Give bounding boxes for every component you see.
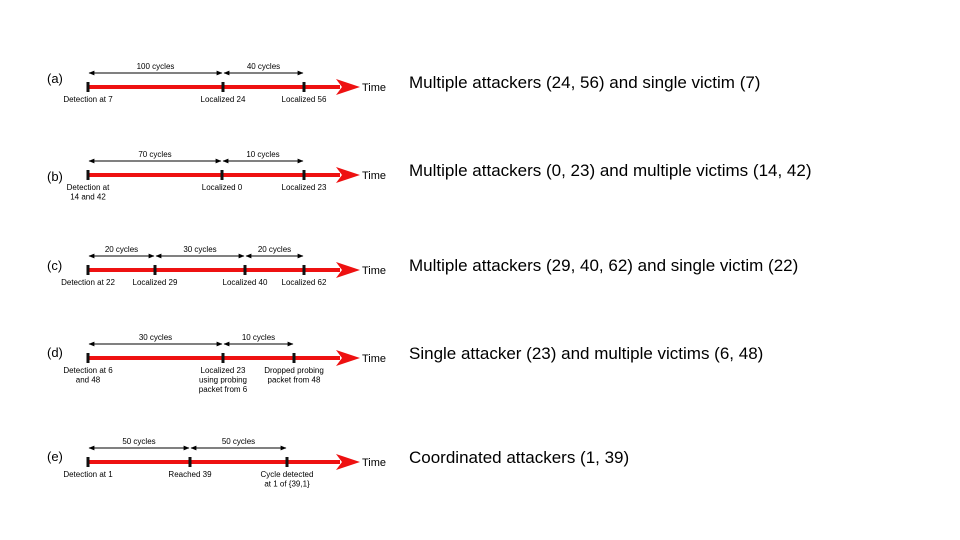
event-tick [302, 265, 306, 275]
row-caption: Multiple attackers (29, 40, 62) and sing… [409, 256, 798, 275]
interval-label: 20 cycles [258, 245, 291, 254]
interval-label: 50 cycles [122, 437, 155, 446]
event-label: Detection at [67, 183, 110, 192]
row-caption: Coordinated attackers (1, 39) [409, 448, 629, 467]
event-label: using probing [199, 376, 247, 385]
row-caption: Multiple attackers (24, 56) and single v… [409, 73, 760, 92]
interval-label: 100 cycles [137, 62, 175, 71]
event-tick [86, 353, 90, 363]
timeline-arrowhead [336, 79, 360, 95]
row-label: (b) [47, 169, 63, 184]
event-label: 14 and 42 [70, 193, 106, 202]
event-tick [153, 265, 157, 275]
interval-label: 30 cycles [139, 333, 172, 342]
event-label: at 1 of {39,1} [264, 480, 310, 489]
event-tick [302, 82, 306, 92]
time-axis-label: Time [362, 457, 386, 469]
event-label: Detection at 7 [63, 95, 113, 104]
time-axis-label: Time [362, 170, 386, 182]
time-axis-label: Time [362, 353, 386, 365]
time-axis-label: Time [362, 265, 386, 277]
event-tick [220, 170, 224, 180]
timeline-arrowhead [336, 350, 360, 366]
event-label: Detection at 22 [61, 278, 115, 287]
event-label: Localized 40 [223, 278, 268, 287]
interval-label: 10 cycles [246, 150, 279, 159]
event-label: Dropped probing [264, 366, 324, 375]
interval-label: 10 cycles [242, 333, 275, 342]
row-label: (a) [47, 71, 63, 86]
event-label: Localized 23 [282, 183, 327, 192]
interval-label: 40 cycles [247, 62, 280, 71]
event-tick [188, 457, 192, 467]
row-label: (d) [47, 345, 63, 360]
event-label: Localized 29 [133, 278, 178, 287]
event-tick [86, 265, 90, 275]
event-label: Localized 56 [282, 95, 327, 104]
event-tick [86, 82, 90, 92]
event-label: packet from 48 [268, 376, 321, 385]
event-label: Localized 62 [282, 278, 327, 287]
row-label: (c) [47, 258, 62, 273]
timeline-row: (c) Time Detection at 22 Localized 29 Locali… [47, 245, 798, 287]
event-tick [86, 170, 90, 180]
time-axis-label: Time [362, 82, 386, 94]
event-label: Localized 0 [202, 183, 243, 192]
event-label: Reached 39 [168, 470, 212, 479]
event-tick [221, 353, 225, 363]
timeline-arrowhead [336, 262, 360, 278]
row-caption: Multiple attackers (0, 23) and multiple … [409, 161, 812, 180]
event-tick [86, 457, 90, 467]
event-tick [243, 265, 247, 275]
event-label: and 48 [76, 376, 101, 385]
timeline-arrowhead [336, 167, 360, 183]
event-label: Cycle detected [261, 470, 314, 479]
interval-label: 30 cycles [183, 245, 216, 254]
event-label: Detection at 6 [63, 366, 113, 375]
interval-label: 70 cycles [138, 150, 171, 159]
event-tick [285, 457, 289, 467]
timeline-row: (e) Time Detection at 1 Reached 39 Cycle det… [47, 437, 629, 489]
event-tick [302, 170, 306, 180]
timeline-arrowhead [336, 454, 360, 470]
timeline-row: (a) Time Detection at 7 Localized 24 Localiz… [47, 62, 760, 104]
event-tick [292, 353, 296, 363]
event-label: Localized 24 [201, 95, 246, 104]
event-tick [221, 82, 225, 92]
interval-label: 20 cycles [105, 245, 138, 254]
interval-label: 50 cycles [222, 437, 255, 446]
event-label: packet from 6 [199, 385, 248, 394]
row-label: (e) [47, 449, 63, 464]
row-caption: Single attacker (23) and multiple victim… [409, 344, 763, 363]
event-label: Localized 23 [201, 366, 246, 375]
event-label: Detection at 1 [63, 470, 113, 479]
